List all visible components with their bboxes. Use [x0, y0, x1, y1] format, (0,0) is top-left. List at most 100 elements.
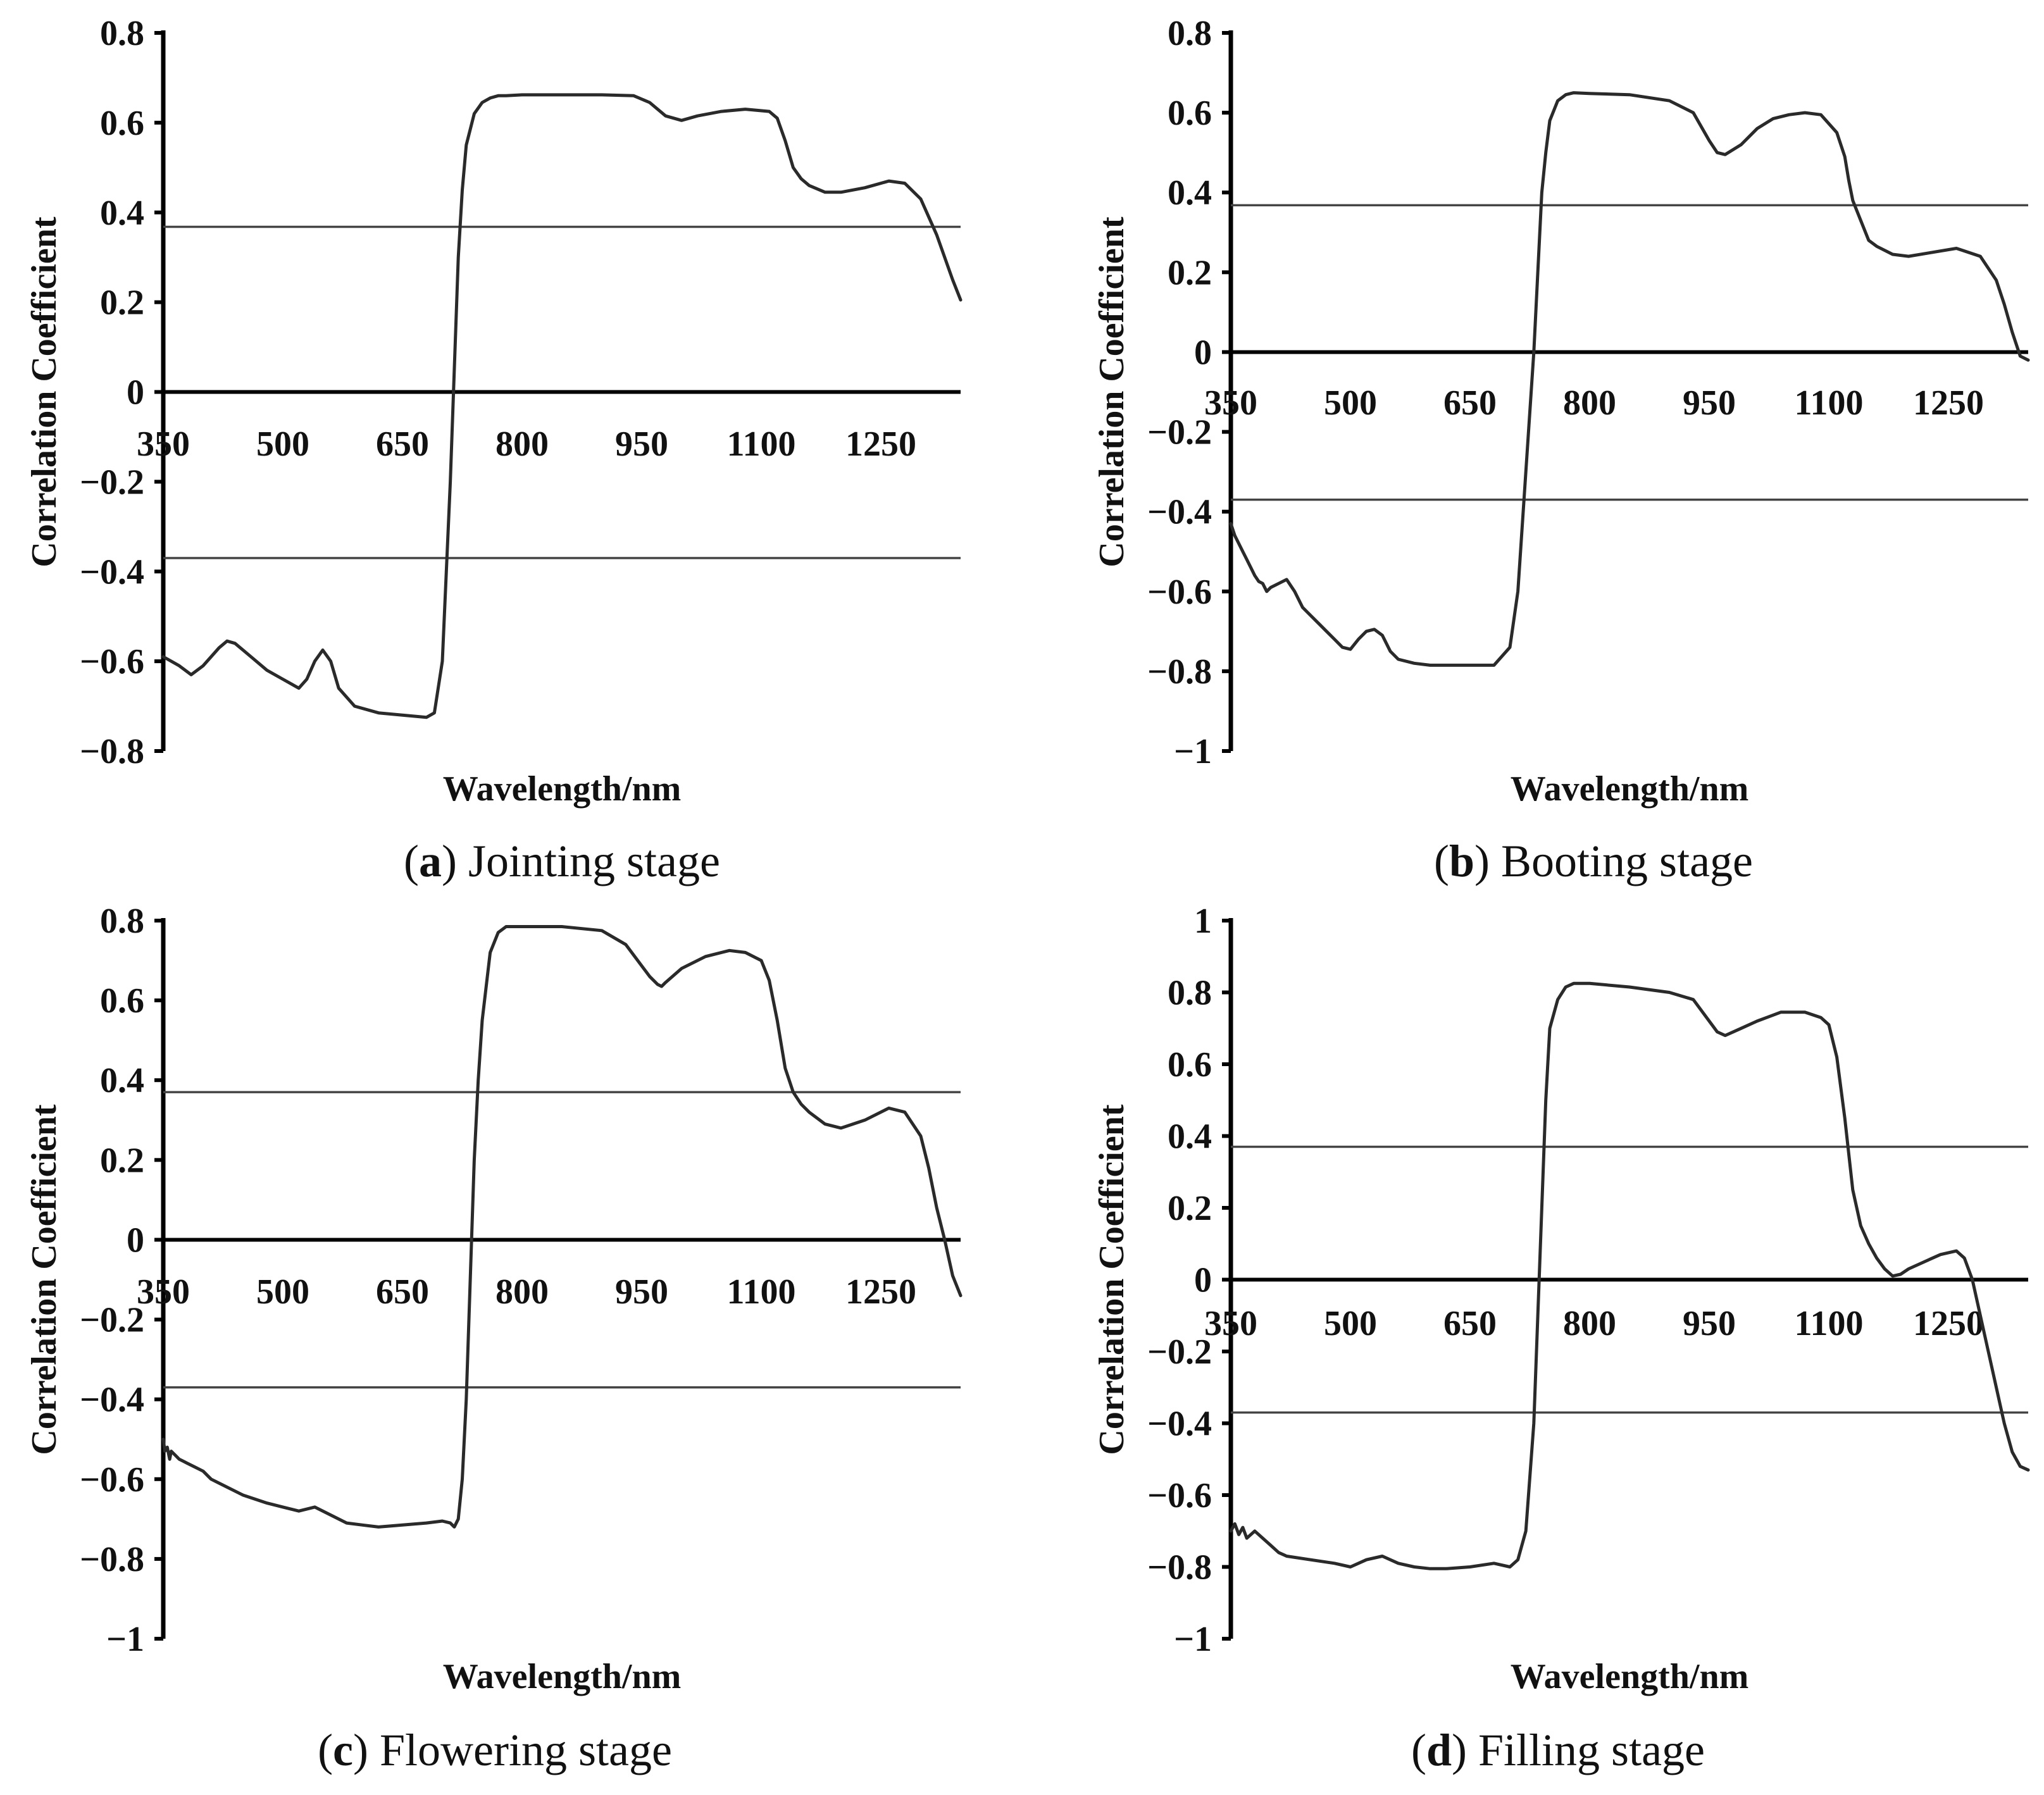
x-tick-label: 800 [495, 425, 549, 464]
x-tick-label: 500 [256, 425, 309, 464]
y-tick-label: −0.4 [1147, 493, 1212, 532]
panel-caption: (a) Jointing stage [404, 836, 720, 886]
y-tick-label: 0.8 [1168, 14, 1212, 53]
y-tick-label: 0.6 [1168, 94, 1212, 133]
x-tick-label: 950 [615, 425, 668, 464]
x-tick-label: 1100 [1795, 1304, 1864, 1343]
panel-caption: (c) Flowering stage [318, 1725, 672, 1775]
caption-paren-close: ) [1452, 1725, 1467, 1775]
y-tick-label: −0.2 [1147, 413, 1212, 452]
y-axis-title: Correlation Coefficient [1092, 216, 1131, 567]
y-tick-label: −1 [1174, 1620, 1212, 1659]
y-tick-label: −1 [106, 1620, 144, 1659]
chart-panel-c: 0.8 0.6 0.4 0.2 0 −0.2 −0.4 −0.6 −0.8 −1 350 500 650… [25, 902, 963, 1775]
x-tick-label: 350 [137, 1272, 190, 1312]
y-axis-title: Correlation Coefficient [25, 1104, 64, 1455]
y-tick-label: −0.8 [80, 732, 144, 771]
x-tick-label: 350 [1204, 1304, 1257, 1343]
correlation-series-line [1229, 91, 2030, 667]
y-tick-label: 0.4 [1168, 1117, 1212, 1157]
y-tick-label: 0 [1194, 333, 1212, 372]
x-tick-label: 950 [1683, 1304, 1736, 1343]
x-tick-label: 650 [1443, 1304, 1497, 1343]
caption-paren-close: ) [1474, 836, 1490, 886]
caption-paren-open: ( [318, 1725, 333, 1775]
caption-text: Booting stage [1490, 836, 1753, 886]
caption-paren-close: ) [442, 836, 457, 886]
x-tick-label: 800 [1563, 1304, 1616, 1343]
caption-text: Flowering stage [368, 1725, 672, 1775]
x-tick-label: 500 [1324, 383, 1377, 423]
caption-text: Jointing stage [457, 836, 720, 886]
caption-letter: b [1449, 836, 1474, 886]
y-tick-label: −0.8 [80, 1540, 144, 1579]
caption-paren-open: ( [404, 836, 419, 886]
x-tick-label: 950 [1683, 383, 1736, 423]
x-tick-label: 650 [376, 425, 429, 464]
y-tick-label: 0.4 [100, 1061, 144, 1100]
panel-caption: (d) Filling stage [1411, 1725, 1705, 1775]
x-tick-label: 350 [137, 425, 190, 464]
x-tick-label: 650 [376, 1272, 429, 1312]
y-tick-label: −0.2 [1147, 1332, 1212, 1372]
caption-letter: c [333, 1725, 353, 1775]
y-tick-label: 0.2 [100, 1141, 144, 1180]
caption-paren-close: ) [353, 1725, 368, 1775]
y-tick-label: −0.4 [80, 552, 144, 592]
y-tick-label: 0.8 [1168, 974, 1212, 1013]
y-tick-label: 0 [127, 373, 144, 413]
x-tick-label: 350 [1204, 383, 1257, 423]
panel-caption: (b) Booting stage [1434, 836, 1753, 886]
y-tick-label: −0.4 [1147, 1405, 1212, 1444]
x-axis-title: Wavelength/nm [1511, 769, 1748, 809]
y-tick-label: 0.4 [100, 194, 144, 233]
y-tick-label: −0.2 [80, 1301, 144, 1340]
x-axis-title: Wavelength/nm [443, 1657, 681, 1696]
y-tick-label: 0.6 [100, 981, 144, 1021]
x-tick-label: 1100 [727, 425, 796, 464]
chart-panel-a: 0.8 0.6 0.4 0.2 0 −0.2 −0.4 −0.6 −0.8 350 500 650 80… [25, 14, 963, 886]
chart-panel-b: 0.8 0.6 0.4 0.2 0 −0.2 −0.4 −0.6 −0.8 −1 350 500 650… [1092, 14, 2030, 886]
y-tick-label: 0.6 [100, 104, 144, 143]
x-tick-label: 1100 [1795, 383, 1864, 423]
y-tick-label: 0.4 [1168, 173, 1212, 213]
y-tick-label: 0.8 [100, 14, 144, 53]
x-tick-label: 1250 [1913, 1304, 1984, 1343]
y-tick-label: −0.6 [80, 1460, 144, 1500]
x-tick-label: 800 [1563, 383, 1616, 423]
x-tick-label: 950 [615, 1272, 668, 1312]
y-tick-label: −1 [1174, 732, 1212, 771]
x-axis-title: Wavelength/nm [1511, 1657, 1748, 1696]
y-tick-label: 0.2 [100, 283, 144, 323]
y-tick-label: 0 [1194, 1261, 1212, 1300]
caption-paren-open: ( [1411, 1725, 1426, 1775]
caption-letter: d [1426, 1725, 1452, 1775]
y-tick-label: 0.8 [100, 902, 144, 941]
correlation-series-line [161, 925, 963, 1529]
y-tick-label: 0 [127, 1220, 144, 1260]
y-axis-title: Correlation Coefficient [1092, 1104, 1131, 1455]
y-tick-label: −0.6 [1147, 1476, 1212, 1515]
y-tick-label: −0.2 [80, 463, 144, 502]
y-tick-label: 0.2 [1168, 253, 1212, 292]
y-tick-label: 0.6 [1168, 1045, 1212, 1084]
x-tick-label: 1250 [845, 1272, 916, 1312]
correlation-series-line [161, 93, 963, 719]
x-tick-label: 1100 [727, 1272, 796, 1312]
x-tick-label: 1250 [1913, 383, 1984, 423]
y-tick-label: −0.6 [1147, 573, 1212, 612]
x-tick-label: 500 [256, 1272, 309, 1312]
x-tick-label: 1250 [845, 425, 916, 464]
x-tick-label: 500 [1324, 1304, 1377, 1343]
caption-letter: a [419, 836, 442, 886]
chart-panel-d: 1 0.8 0.6 0.4 0.2 0 −0.2 −0.4 −0.6 −0.8 −1 350 500 65… [1092, 902, 2030, 1775]
x-axis-title: Wavelength/nm [443, 769, 681, 809]
correlation-series-line [1229, 981, 2030, 1570]
x-tick-label: 650 [1443, 383, 1497, 423]
y-tick-label: −0.8 [1147, 652, 1212, 692]
y-tick-label: −0.6 [80, 642, 144, 681]
caption-paren-open: ( [1434, 836, 1449, 886]
y-axis-title: Correlation Coefficient [25, 216, 64, 567]
x-tick-label: 800 [495, 1272, 549, 1312]
